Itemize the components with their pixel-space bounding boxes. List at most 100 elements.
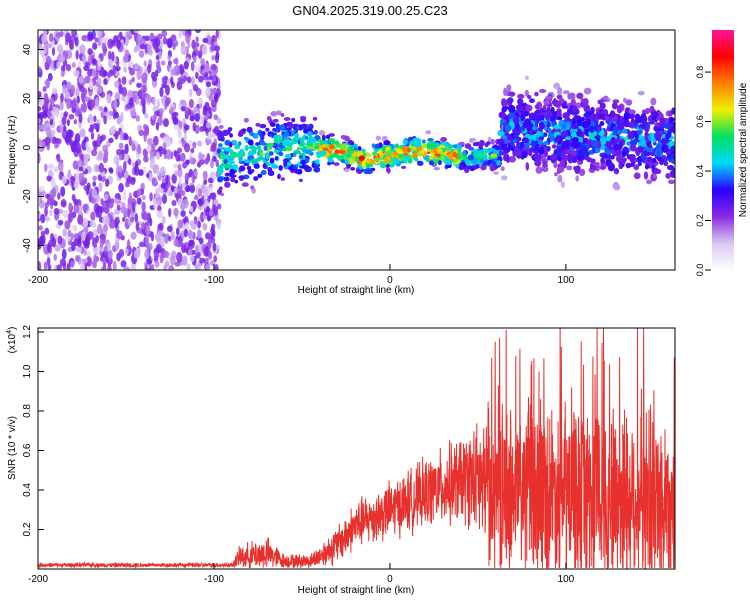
spectrogram-cell <box>305 169 311 172</box>
spectrogram-cell <box>557 175 562 183</box>
spectrogram-cell <box>73 70 79 77</box>
spectrogram-cell <box>401 166 406 169</box>
spectrogram-cell <box>157 98 160 108</box>
spectrogram-cell <box>160 254 164 263</box>
spectrogram-cell <box>473 165 478 169</box>
spectrogram-cell <box>145 125 149 136</box>
spectrogram-cell <box>544 100 550 105</box>
spectrogram-cell <box>176 227 179 235</box>
spectrogram-cell <box>468 154 475 160</box>
spectrogram-cell <box>124 135 129 140</box>
spectrogram-cell <box>47 110 50 118</box>
spectrogram-cell <box>398 154 404 158</box>
spectrogram-cell <box>248 151 255 156</box>
spectrogram-cell <box>182 218 187 223</box>
spectrogram-cell <box>37 153 41 163</box>
spectrogram-cell <box>156 152 160 160</box>
spectrogram-cell <box>206 206 210 213</box>
spectrogram-cell <box>127 239 131 250</box>
spectrogram-cell <box>152 76 157 81</box>
spectrogram-cell <box>46 56 51 65</box>
spectrogram-cell <box>606 150 611 155</box>
spectrogram-cell <box>205 232 211 239</box>
spectrogram-cell <box>526 162 530 171</box>
spectrogram-cell <box>97 133 100 143</box>
spectrogram-cell <box>178 178 181 187</box>
spectrogram-cell <box>110 198 114 203</box>
spectrogram-cell <box>421 148 425 154</box>
spectrogram-cell <box>123 161 127 172</box>
svg-text:(x104): (x104) <box>6 327 18 354</box>
spectrogram-y-tick-label: 20 <box>22 93 33 105</box>
spectrogram-cell <box>114 217 119 225</box>
spectrogram-cell <box>79 44 85 54</box>
spectrogram-cell <box>37 66 42 72</box>
spectrogram-cell <box>43 86 47 92</box>
spectrogram-cell <box>63 111 68 117</box>
spectrogram-cell <box>189 99 194 109</box>
spectrogram-cell <box>92 68 97 77</box>
spectrogram-cell <box>138 130 144 137</box>
spectrogram-cell <box>616 155 623 163</box>
spectrogram-cell <box>562 155 569 162</box>
spectrogram-cell <box>328 158 334 162</box>
spectrogram-cell <box>80 263 85 271</box>
spectrogram-cell <box>105 206 109 214</box>
spectrogram-cell <box>434 167 440 170</box>
spectrogram-cell <box>109 168 113 174</box>
spectrogram-cell <box>349 160 353 164</box>
spectrogram-cell <box>108 138 114 143</box>
spectrogram-cell <box>314 130 318 135</box>
spectrogram-cell <box>212 75 216 82</box>
spectrogram-cell <box>591 113 598 118</box>
spectrogram-cell <box>234 180 238 184</box>
spectrogram-cell <box>88 116 93 124</box>
spectrogram-cell <box>92 175 97 180</box>
spectrogram-cell <box>132 202 135 212</box>
spectrogram-cell <box>516 104 523 110</box>
spectrogram-cell <box>644 171 648 179</box>
spectrogram-cell <box>573 166 578 170</box>
spectrogram-cell <box>517 94 524 99</box>
spectrogram-cell <box>156 169 160 176</box>
spectrogram-cell <box>58 161 63 171</box>
spectrogram-cell <box>92 181 96 187</box>
spectrogram-cell <box>299 179 303 182</box>
spectrogram-cell <box>608 163 615 172</box>
spectrogram-cell <box>73 98 77 109</box>
spectrogram-cell <box>553 162 557 169</box>
spectrogram-cell <box>535 104 539 109</box>
spectrogram-cell <box>218 143 223 147</box>
spectrogram-cell <box>194 171 198 178</box>
spectrogram-cell <box>119 249 124 258</box>
spectrogram-y-tick-label: 40 <box>22 44 33 56</box>
spectrogram-cell <box>300 116 306 120</box>
spectrogram-cell <box>292 166 296 170</box>
spectrogram-cell <box>140 44 146 50</box>
spectrogram-cell <box>621 129 627 134</box>
spectrogram-cell <box>69 138 73 146</box>
spectrogram-cell <box>534 154 541 161</box>
spectrogram-cell <box>205 87 211 98</box>
spectrogram-cell <box>193 84 198 91</box>
spectrogram-cell <box>154 260 159 268</box>
spectrogram-cell <box>281 134 285 140</box>
spectrogram-cell <box>165 139 171 147</box>
spectrogram-cell <box>543 105 547 110</box>
spectrogram-cell <box>302 149 306 153</box>
spectrogram-cell <box>506 147 510 153</box>
figure: GN04.2025.319.00.25.C23 -200 -100 0 100 -40… <box>0 0 750 600</box>
spectrogram-cell <box>167 225 172 231</box>
spectrogram-cell <box>123 66 127 73</box>
spectrogram-cell <box>517 98 523 105</box>
spectrogram-cell <box>68 169 71 178</box>
spectrogram-cell <box>199 160 205 165</box>
spectrogram-cell <box>561 181 565 188</box>
spectrogram-cell <box>125 31 131 37</box>
spectrogram-cell <box>634 172 641 179</box>
spectrogram-cell <box>89 80 94 91</box>
spectrogram-cell <box>213 255 217 262</box>
spectrogram-cell <box>150 158 155 167</box>
spectrogram-cell <box>612 102 618 109</box>
spectrogram-cell <box>176 252 182 263</box>
